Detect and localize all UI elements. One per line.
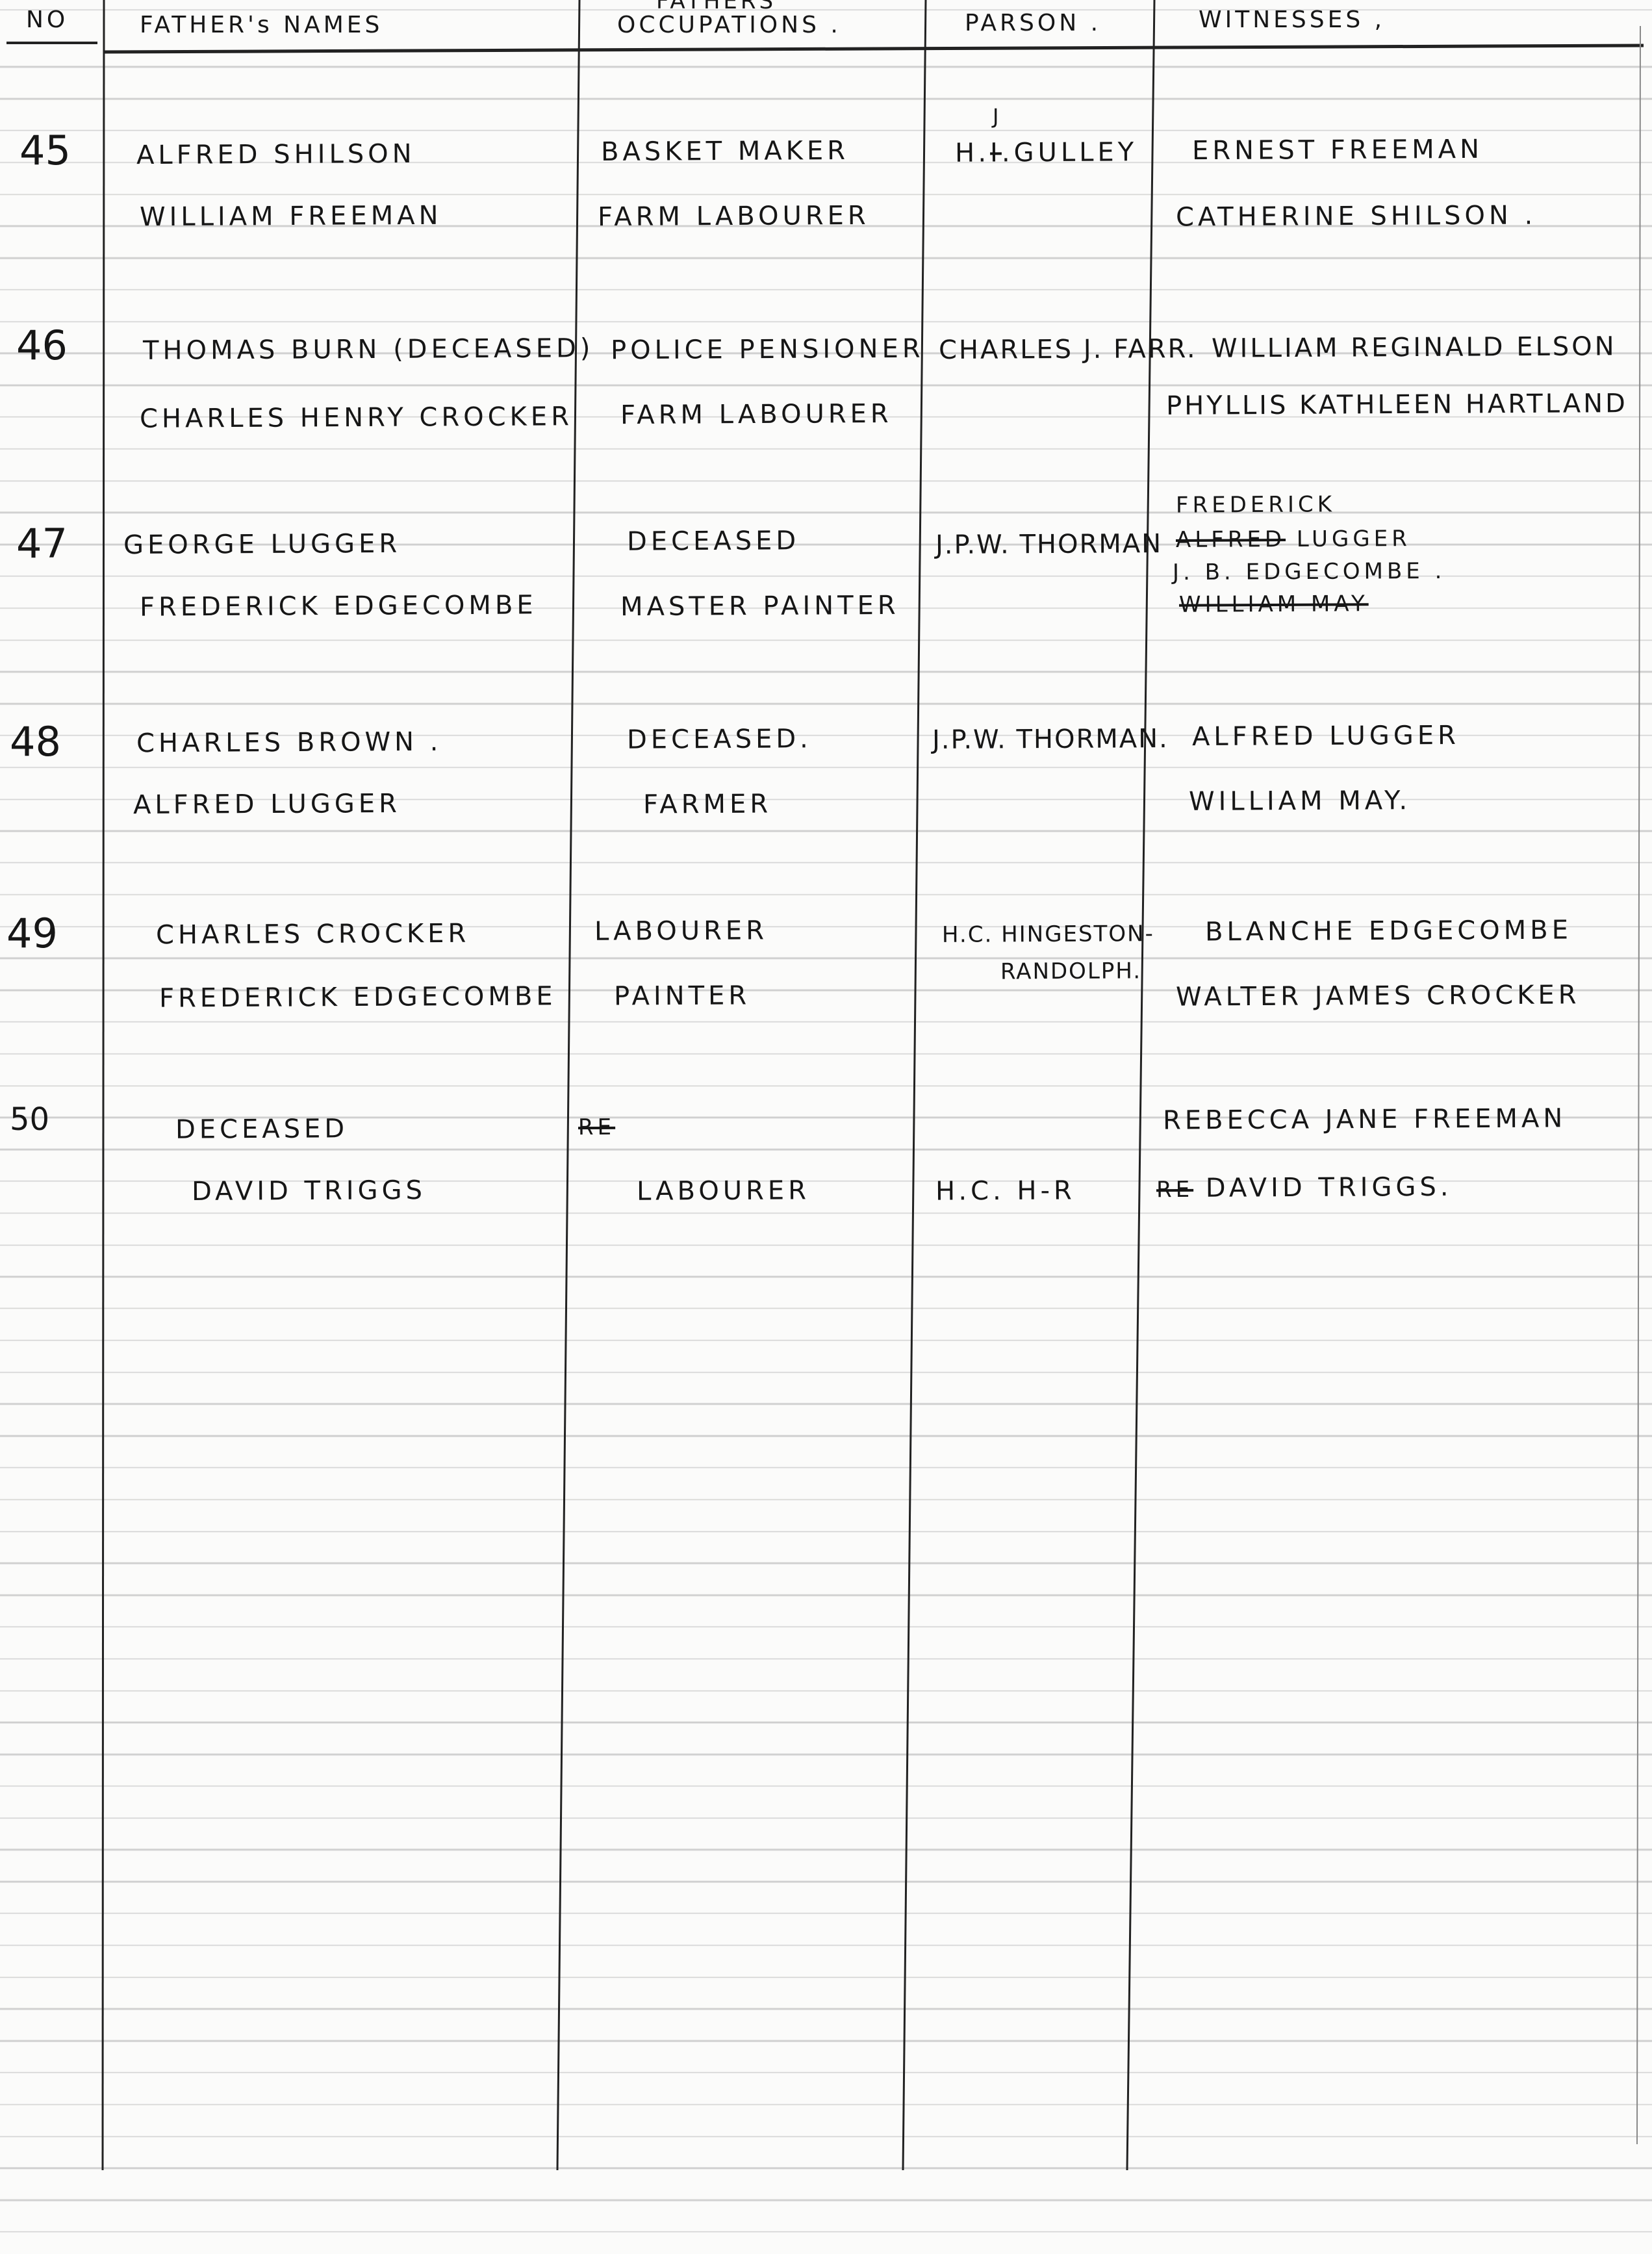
- right-margin: [1636, 25, 1641, 2145]
- header-occupations: OCCUPATIONS .: [617, 12, 841, 38]
- witness: Re DAVID TRIGGS.: [1156, 1172, 1453, 1203]
- header-no: NO: [26, 6, 69, 33]
- header-witnesses: WITNESSES ,: [1199, 6, 1386, 33]
- father-name: DAVID TRIGGS: [191, 1175, 427, 1207]
- father-occupation: LABOURER: [636, 1175, 811, 1207]
- column-divider: [556, 0, 581, 2171]
- father-name: GEORGE LUGGER: [123, 528, 401, 561]
- father-name: DECEASED: [175, 1114, 349, 1145]
- parson-name: H.C. H-R: [935, 1175, 1076, 1207]
- father-occupation: MASTER PAINTER: [620, 590, 900, 622]
- entry-number: 45: [19, 127, 71, 174]
- father-name: FREDERICK EDGECOMBE: [139, 590, 537, 622]
- entry-number: 46: [16, 322, 68, 369]
- father-occupation: BASKET MAKER: [600, 136, 850, 167]
- father-occupation: POLICE PENSIONER: [610, 333, 924, 366]
- parson-name: H.I.GULLEY: [955, 137, 1137, 168]
- witness: WALTER JAMES CROCKER: [1175, 980, 1581, 1012]
- witness: CATHERINE SHILSON .: [1175, 200, 1537, 233]
- witness: J. B. EDGECOMBE .: [1172, 557, 1446, 586]
- witness: WILLIAM REGINALD ELSON: [1211, 331, 1617, 364]
- father-occupation: DECEASED: [626, 526, 800, 557]
- parson-prefix: H.: [954, 138, 991, 168]
- witness-surname: LUGGER: [1296, 526, 1411, 552]
- witness: ALFRED LUGGER: [1176, 526, 1411, 553]
- header-occupations-top: FATHERS: [656, 0, 777, 14]
- witness: ERNEST FREEMAN: [1191, 134, 1484, 166]
- father-occupation: FARMER: [642, 789, 772, 820]
- parson-name: RANDOLPH.: [1000, 958, 1142, 985]
- father-occupation: FARM LABOURER: [620, 398, 893, 431]
- father-occupation: DECEASED.: [626, 724, 812, 755]
- witness: ALFRED LUGGER: [1191, 720, 1460, 752]
- struck-prefix: Re: [1156, 1176, 1194, 1203]
- parson-name: J.P.W. THORMAN: [935, 529, 1163, 560]
- correction-initial: J: [993, 104, 999, 129]
- header-fathers-names: FATHER's NAMES: [140, 12, 383, 38]
- witness: REBECCA JANE FREEMAN: [1162, 1103, 1567, 1136]
- entry-number: 48: [10, 718, 61, 765]
- column-divider: [101, 0, 105, 2171]
- struck-initial: I: [989, 138, 1002, 168]
- entry-number: 49: [6, 910, 58, 957]
- entry-number: 47: [16, 520, 68, 567]
- parson-name: J.P.W. THORMAN.: [932, 724, 1169, 755]
- father-occupation: PAINTER: [613, 980, 751, 1012]
- father-name: WILLIAM FREEMAN: [139, 200, 442, 233]
- witness: PHYLLIS KATHLEEN HARTLAND: [1165, 389, 1629, 421]
- parson-name: CHARLES J. FARR.: [938, 333, 1197, 366]
- father-name: CHARLES CROCKER: [155, 918, 470, 951]
- witness: BLANCHE EDGECOMBE: [1204, 915, 1573, 947]
- father-name: ALFRED LUGGER: [133, 788, 401, 821]
- father-name: FREDERICK EDGECOMBE: [159, 981, 557, 1014]
- father-name: CHARLES HENRY CROCKER: [139, 402, 574, 434]
- header-parson: PARSON .: [965, 10, 1102, 36]
- father-occupation: LABOURER: [594, 916, 769, 947]
- father-name: CHARLES BROWN .: [136, 726, 442, 759]
- witness-insertion: FREDERICK: [1175, 491, 1336, 519]
- parson-name: H.C. HINGESTON-: [941, 921, 1154, 948]
- father-name: ALFRED SHILSON: [136, 138, 416, 171]
- witness-name: DAVID TRIGGS.: [1205, 1172, 1453, 1203]
- header-underline: [103, 44, 1644, 54]
- parson-suffix: .GULLEY: [1001, 137, 1138, 168]
- column-divider: [902, 0, 927, 2171]
- struck-occupation: Re: [578, 1114, 616, 1141]
- witness: WILLIAM MAY.: [1188, 786, 1412, 817]
- struck-name: ALFRED: [1175, 526, 1286, 553]
- father-name: THOMAS BURN (DECEASED): [142, 333, 594, 366]
- entry-number: 50: [10, 1101, 50, 1138]
- father-occupation: FARM LABOURER: [597, 200, 870, 233]
- struck-witness: WILLIAM MAY: [1178, 591, 1369, 618]
- column-divider: [1126, 0, 1156, 2171]
